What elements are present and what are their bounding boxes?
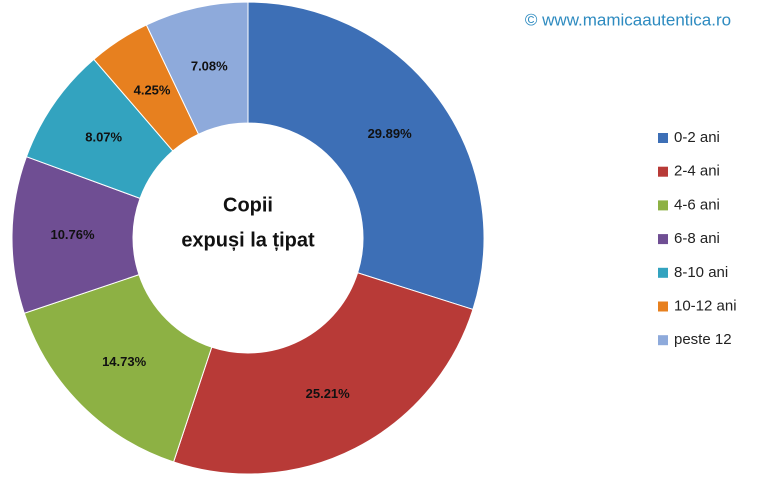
- data-label: 8.07%: [85, 130, 122, 145]
- slice: [247, 1, 485, 311]
- data-label: 4.25%: [134, 82, 171, 97]
- slice: [23, 274, 213, 463]
- legend-label: 0-2 ani: [674, 129, 720, 146]
- legend-swatch: [658, 301, 668, 312]
- legend-label: 6-8 ani: [674, 230, 720, 247]
- slice: [172, 272, 474, 475]
- legend-swatch: [658, 267, 668, 278]
- legend-label: 10-12 ani: [674, 297, 737, 314]
- data-label: 29.89%: [368, 126, 413, 141]
- legend-label: 8-10 ani: [674, 264, 728, 281]
- data-label: 10.76%: [50, 227, 95, 242]
- legend-swatch: [658, 166, 668, 177]
- watermark: © www.mamicaautentica.ro: [525, 10, 731, 29]
- legend-swatch: [658, 200, 668, 211]
- legend-label: peste 12: [674, 331, 732, 348]
- center-label: expuși la țipat: [181, 229, 315, 251]
- data-label: 7.08%: [191, 58, 228, 73]
- legend-swatch: [658, 234, 668, 245]
- legend-swatch: [658, 133, 668, 143]
- data-label: 25.21%: [306, 386, 351, 401]
- legend-label: 2-4 ani: [674, 163, 720, 180]
- legend-swatch: [658, 335, 668, 346]
- legend-label: 4-6 ani: [674, 196, 720, 213]
- data-label: 14.73%: [102, 354, 147, 369]
- slice: [145, 1, 249, 135]
- center-label: Copii: [223, 194, 273, 216]
